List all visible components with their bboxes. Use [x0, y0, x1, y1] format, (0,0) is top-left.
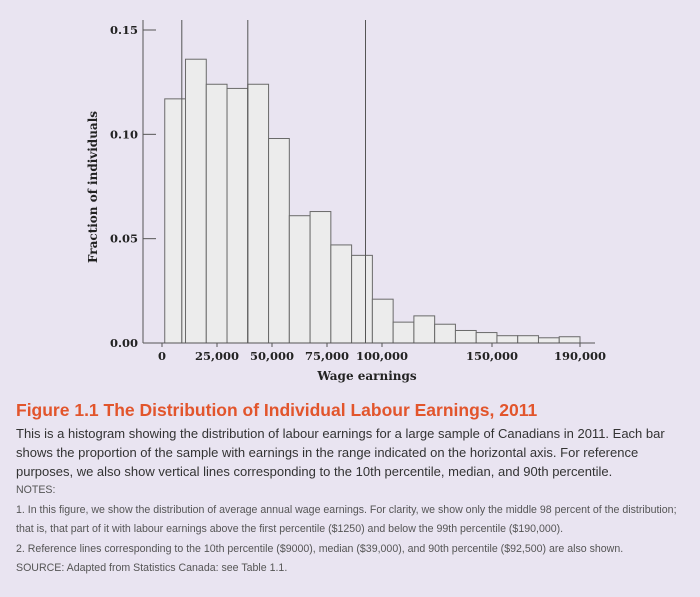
x-tick-label: 75,000 — [305, 349, 349, 363]
histogram-bar — [330, 244, 353, 344]
histogram-bar — [517, 335, 539, 344]
histogram-bar — [434, 323, 456, 344]
x-tick-label: 100,000 — [356, 349, 408, 363]
histogram-bar — [309, 211, 332, 344]
histogram-bar — [288, 215, 311, 344]
y-tick-label: 0.00 — [110, 336, 138, 350]
histogram-bar — [392, 321, 415, 344]
histogram-bar — [496, 335, 519, 344]
histogram-bar — [164, 98, 187, 344]
histogram-bar — [537, 337, 560, 344]
figure-title: Figure 1.1 The Distribution of Individua… — [16, 400, 538, 420]
note-2: 2. Reference lines corresponding to the … — [16, 542, 624, 555]
x-tick-label: 0 — [158, 349, 166, 363]
histogram-bar — [351, 254, 373, 344]
histogram-bar — [226, 87, 249, 344]
y-tick-label: 0.10 — [110, 127, 138, 141]
histogram-bar — [268, 138, 290, 344]
histogram-chart: 0.00 0.05 0.10 0.15 0 25,000 50,000 75,000 100,0… — [86, 20, 606, 383]
x-tick-label: 190,000 — [554, 349, 606, 363]
y-tick-label: 0.15 — [110, 23, 138, 37]
figure-description: This is a histogram showing the distribu… — [16, 426, 665, 479]
histogram-bar — [247, 83, 270, 344]
histogram-bar — [413, 315, 436, 344]
notes-label: NOTES: — [16, 484, 56, 496]
x-tick-label: 50,000 — [250, 349, 294, 363]
histogram-bar — [205, 83, 228, 344]
y-axis-label: Fraction of individuals — [86, 111, 100, 263]
source-note: SOURCE: Adapted from Statistics Canada: … — [16, 562, 288, 574]
histogram-bar — [371, 298, 394, 344]
figure-caption: Figure 1.1 The Distribution of Individua… — [16, 400, 688, 579]
histogram-bar — [475, 332, 498, 344]
x-tick-label: 25,000 — [195, 349, 239, 363]
note-1: 1. In this figure, we show the distribut… — [16, 503, 677, 536]
x-axis-label: Wage earnings — [316, 369, 417, 383]
histogram-bar — [558, 336, 581, 344]
x-tick-label: 150,000 — [466, 349, 518, 363]
y-tick-label: 0.05 — [110, 232, 138, 246]
histogram-bar — [454, 329, 477, 344]
histogram-bar — [185, 58, 207, 344]
